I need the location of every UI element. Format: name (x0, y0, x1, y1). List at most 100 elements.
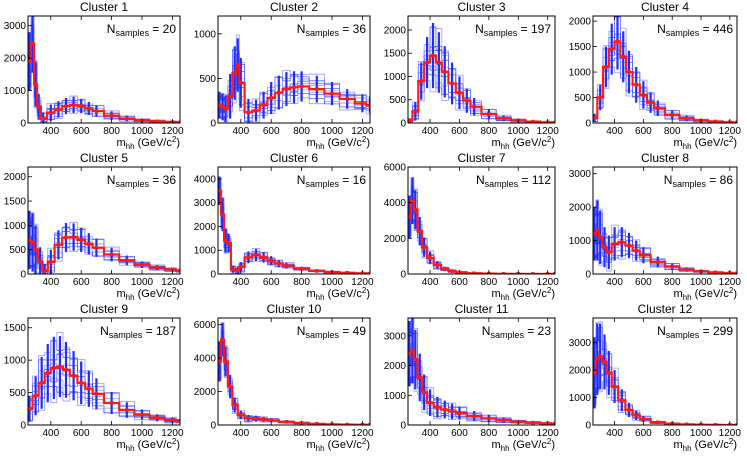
x-axis-label: mhh (GeV/c2) (492, 286, 556, 302)
mean-point (277, 90, 281, 95)
x-axis-label: mhh (GeV/c2) (117, 437, 181, 453)
x-axis-label: mhh (GeV/c2) (492, 135, 556, 151)
x-tick-label: 1200 (537, 126, 560, 137)
mean-point (28, 406, 32, 411)
mean-point (239, 81, 243, 85)
x-tick-label: 600 (263, 277, 280, 288)
mean-point (553, 120, 555, 123)
mean-point (125, 258, 129, 263)
x-tick-label: 800 (481, 126, 498, 137)
y-tick-label: 1000 (384, 391, 407, 402)
mean-point (472, 271, 476, 274)
panel-title: Cluster 2 (270, 0, 318, 14)
mean-point (235, 268, 240, 273)
mean-point (593, 371, 597, 375)
sample-curve (29, 247, 180, 274)
sample-curve (219, 189, 370, 274)
mean-point (170, 418, 175, 422)
x-tick-label: 1000 (507, 428, 530, 439)
x-tick-label: 400 (42, 277, 59, 288)
y-tick-label: 3000 (194, 198, 217, 209)
sample-curve (29, 242, 180, 274)
mean-point (269, 96, 273, 100)
y-tick-label: 4000 (194, 174, 217, 185)
x-tick-label: 1200 (161, 126, 184, 137)
y-tick-label: 0 (400, 421, 406, 432)
x-axis-label: mhh (GeV/c2) (674, 135, 738, 151)
x-tick-label: 1200 (161, 428, 184, 439)
mean-point (223, 106, 228, 111)
sample-curve (29, 28, 180, 123)
y-tick-label: 4000 (384, 198, 407, 209)
mean-point (33, 82, 38, 86)
y-tick-label: 0 (210, 421, 216, 432)
y-tick-label: 4000 (194, 354, 217, 365)
mean-point (39, 381, 44, 385)
x-tick-label: 1200 (351, 277, 374, 288)
mean-point (284, 263, 289, 268)
mean-point (231, 267, 235, 272)
x-axis-label: mhh (GeV/c2) (307, 437, 371, 453)
mean-point (178, 419, 180, 423)
mean-point (531, 420, 535, 425)
n-samples-label: Nsamples = 446 (657, 22, 733, 38)
mean-point (218, 103, 222, 107)
cluster-panel-9: Cluster 9 400 600 800 1000 1200 0 500 1000 1500 mh… (4, 302, 184, 453)
cluster-panel-8: Cluster 8 400 600 800 1000 1200 0 1000 2000 3000 m… (569, 151, 742, 302)
cluster-panel-12: Cluster 12 400 600 800 1000 1200 0 1000 2000 3000… (569, 302, 742, 453)
sample-curve (29, 331, 180, 420)
y-tick-label: 2000 (194, 387, 217, 398)
mean-point (87, 386, 91, 391)
mean-point (41, 116, 45, 121)
x-tick-label: 600 (263, 126, 280, 137)
mean-point (408, 118, 412, 123)
mean-point (64, 368, 68, 372)
plot-area (28, 331, 180, 424)
mean-point (615, 39, 620, 44)
sample-curve (594, 16, 737, 123)
mean-point (140, 262, 144, 267)
y-tick-label: 1000 (4, 86, 27, 97)
sample-curve (594, 373, 737, 425)
y-tick-label: 3000 (569, 338, 592, 349)
mean-point (410, 199, 415, 203)
x-tick-label: 1200 (719, 126, 742, 137)
y-tick-label: 2000 (194, 222, 217, 233)
x-tick-label: 400 (606, 126, 623, 137)
mean-point (79, 381, 83, 385)
sample-curve (219, 322, 370, 425)
mean-point (641, 417, 646, 421)
mean-point (71, 373, 76, 378)
sample-curve (29, 212, 180, 270)
mean-point (239, 265, 243, 269)
x-tick-label: 400 (422, 428, 439, 439)
mean-point (223, 238, 228, 243)
plot-frame (27, 166, 181, 275)
mean-point (735, 423, 737, 425)
x-axis-label: mhh (GeV/c2) (307, 286, 371, 302)
mean-point (315, 422, 319, 425)
x-axis-label: mhh (GeV/c2) (674, 286, 738, 302)
mean-point (413, 109, 418, 114)
mean-point (277, 261, 281, 266)
panel-title: Cluster 5 (80, 151, 128, 165)
y-tick-label: 2000 (569, 17, 592, 28)
plot-frame (592, 15, 738, 124)
x-tick-label: 1000 (690, 428, 713, 439)
mean-point (627, 70, 631, 74)
mean-point (627, 243, 631, 248)
mean-point (684, 116, 689, 121)
sample-curve (29, 354, 180, 421)
x-tick-label: 600 (73, 277, 90, 288)
cluster-panel-6: Cluster 6 400 600 800 1000 1200 0 1000 2000 3000 4… (194, 151, 374, 302)
y-tick-label: 3000 (384, 331, 407, 342)
sample-curve (594, 363, 737, 425)
x-tick-label: 1000 (690, 126, 713, 137)
panel-title: Cluster 7 (457, 151, 505, 165)
mean-point (501, 272, 506, 274)
mean-point (228, 384, 232, 389)
plot-area (408, 176, 555, 274)
mean-point (422, 390, 426, 395)
y-tick-label: 1000 (384, 72, 407, 83)
mean-point (155, 416, 159, 420)
